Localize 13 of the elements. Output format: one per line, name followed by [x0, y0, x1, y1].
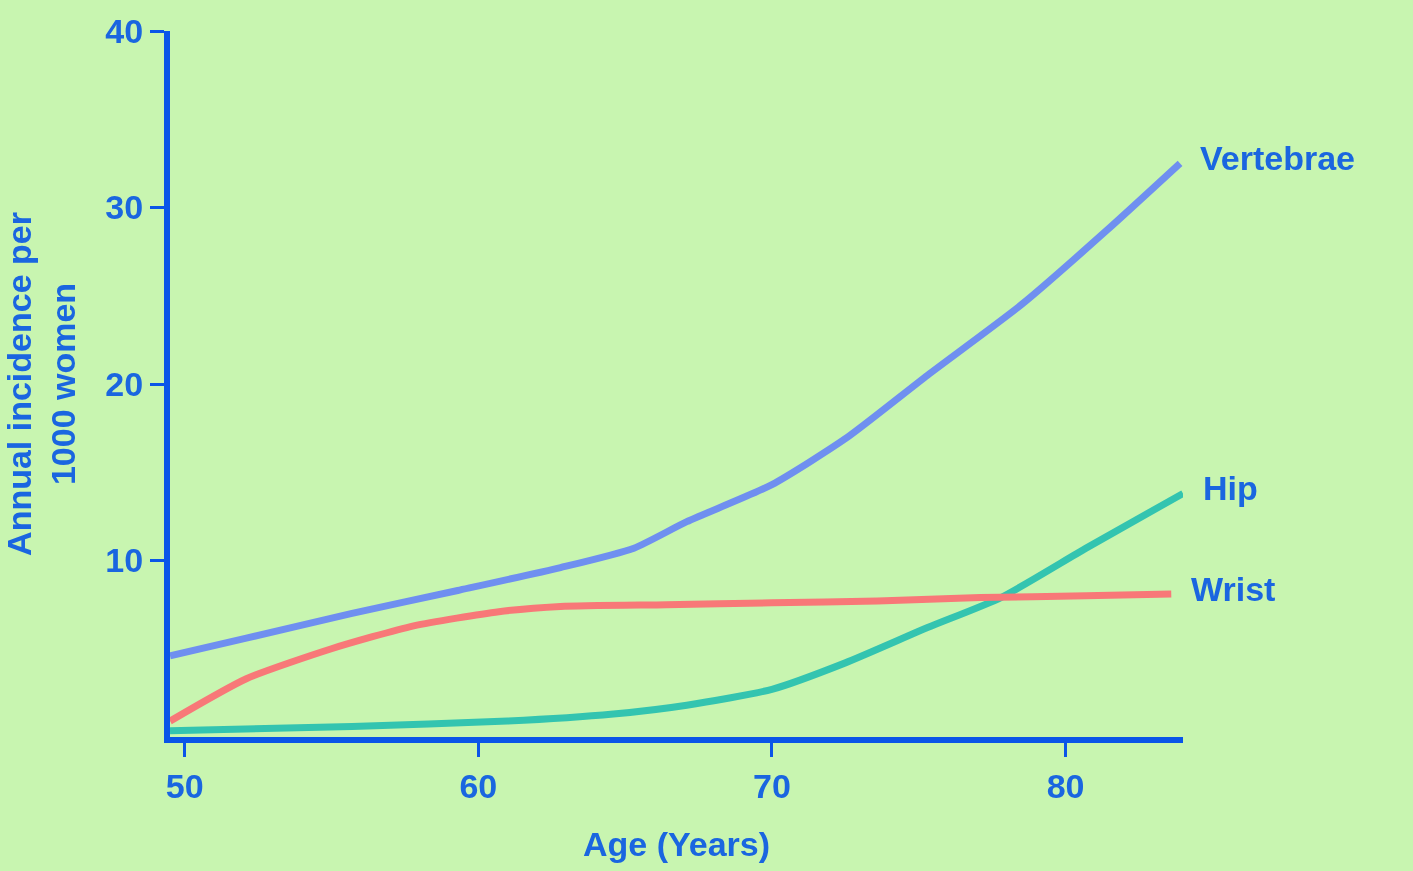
y-tick-label: 40 — [105, 11, 144, 50]
series-label: Hip — [1203, 469, 1258, 507]
y-axis-title: Annual incidence per 1000 women — [0, 212, 83, 556]
series-label: Vertebrae — [1200, 139, 1355, 177]
y-tick-label: 20 — [105, 364, 144, 403]
x-tick-label: 80 — [1046, 766, 1085, 805]
y-tick-label: 30 — [105, 188, 144, 227]
x-tick-label: 60 — [459, 766, 498, 805]
x-tick-label: 50 — [165, 766, 204, 805]
y-tick-label: 10 — [105, 541, 144, 580]
x-tick-label: 70 — [753, 766, 791, 805]
series-label: Wrist — [1191, 570, 1276, 608]
x-axis-title: Age (Years) — [582, 824, 771, 863]
